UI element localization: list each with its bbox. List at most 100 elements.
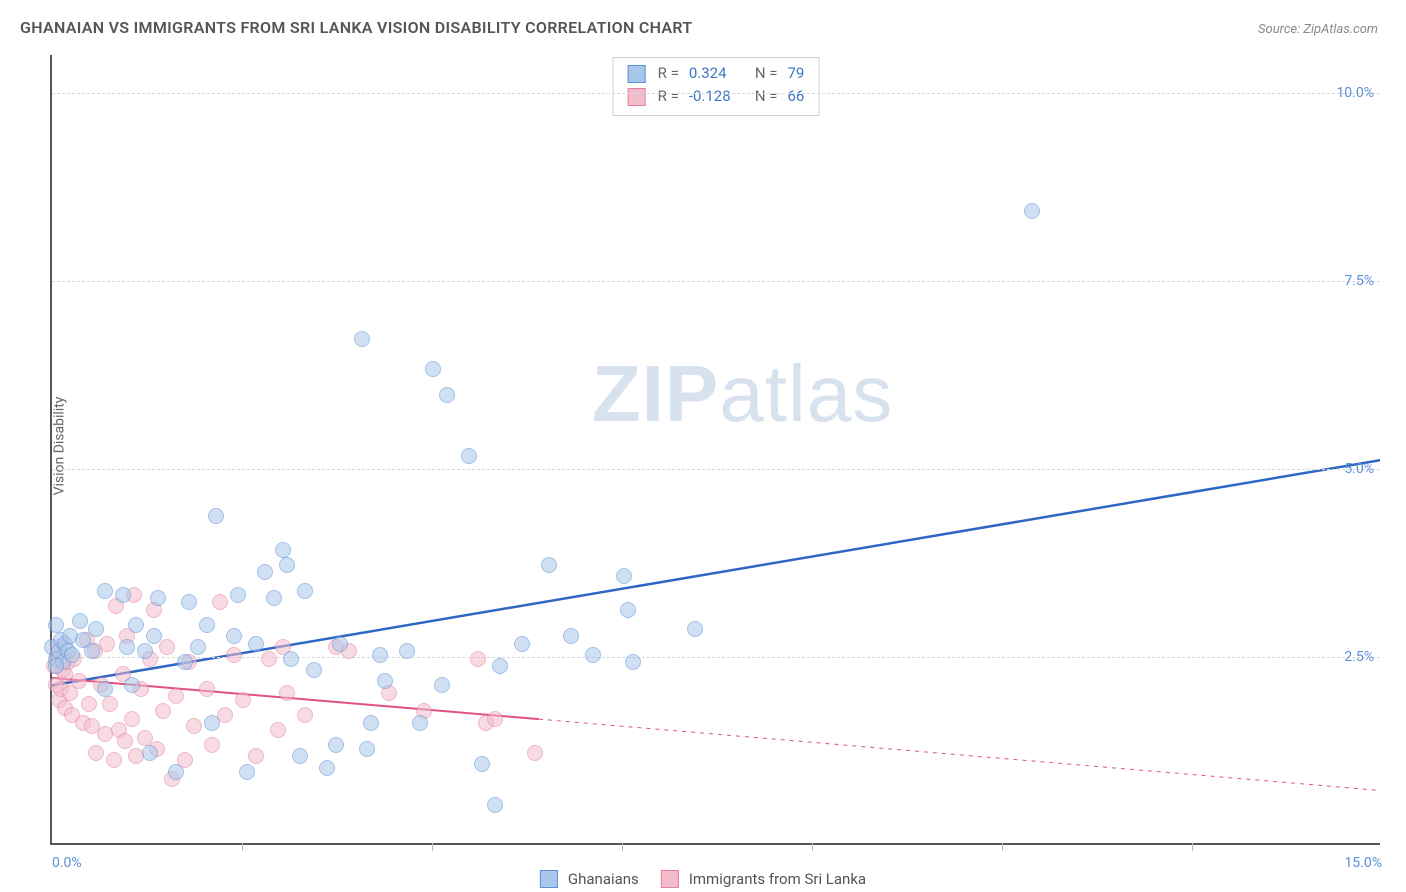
- scatter-point: [168, 764, 184, 780]
- scatter-point: [177, 654, 193, 670]
- x-tick: [622, 843, 623, 851]
- scatter-point: [81, 696, 97, 712]
- scatter-point: [142, 745, 158, 761]
- scatter-point: [514, 636, 530, 652]
- scatter-point: [181, 594, 197, 610]
- scatter-point: [159, 639, 175, 655]
- scatter-point: [115, 587, 131, 603]
- scatter-point: [306, 662, 322, 678]
- scatter-point: [585, 647, 601, 663]
- scatter-point: [625, 654, 641, 670]
- series-legend: Ghanaians Immigrants from Sri Lanka: [540, 870, 866, 888]
- trend-line: [52, 460, 1380, 685]
- watermark: ZIPatlas: [592, 348, 893, 440]
- scatter-point: [283, 651, 299, 667]
- scatter-point: [119, 639, 135, 655]
- scatter-point: [332, 636, 348, 652]
- r-value: -0.128: [689, 85, 745, 108]
- scatter-point: [275, 542, 291, 558]
- trend-lines: [52, 55, 1380, 843]
- scatter-point: [106, 752, 122, 768]
- x-tick: [1192, 843, 1193, 851]
- scatter-point: [235, 692, 251, 708]
- scatter-point: [239, 764, 255, 780]
- scatter-point: [99, 636, 115, 652]
- scatter-point: [266, 590, 282, 606]
- y-tick-label: 7.5%: [1344, 273, 1374, 289]
- scatter-point: [541, 557, 557, 573]
- scatter-point: [687, 621, 703, 637]
- scatter-point: [97, 681, 113, 697]
- gridline: [52, 657, 1380, 658]
- legend-label: Immigrants from Sri Lanka: [689, 870, 866, 888]
- scatter-point: [186, 718, 202, 734]
- n-label: N =: [755, 62, 778, 85]
- scatter-point: [97, 583, 113, 599]
- legend-swatch: [628, 65, 646, 83]
- y-tick-label: 10.0%: [1336, 85, 1374, 101]
- scatter-point: [88, 621, 104, 637]
- scatter-point: [372, 647, 388, 663]
- gridline: [52, 281, 1380, 282]
- scatter-point: [230, 587, 246, 603]
- scatter-point: [199, 681, 215, 697]
- scatter-point: [487, 711, 503, 727]
- chart-title: GHANAIAN VS IMMIGRANTS FROM SRI LANKA VI…: [20, 18, 692, 37]
- n-value: 66: [787, 85, 804, 108]
- x-tick: [812, 843, 813, 851]
- scatter-point: [292, 748, 308, 764]
- x-tick: [432, 843, 433, 851]
- scatter-point: [150, 590, 166, 606]
- legend-item: Ghanaians: [540, 870, 639, 888]
- scatter-point: [204, 737, 220, 753]
- scatter-point: [212, 594, 228, 610]
- legend-item: Immigrants from Sri Lanka: [661, 870, 866, 888]
- scatter-point: [363, 715, 379, 731]
- scatter-point: [155, 703, 171, 719]
- scatter-point: [168, 688, 184, 704]
- scatter-point: [190, 639, 206, 655]
- scatter-point: [354, 331, 370, 347]
- scatter-point: [204, 715, 220, 731]
- scatter-point: [359, 741, 375, 757]
- scatter-point: [474, 756, 490, 772]
- n-value: 79: [787, 62, 804, 85]
- x-tick-label: 15.0%: [1344, 855, 1382, 871]
- scatter-point: [84, 643, 100, 659]
- scatter-point: [64, 647, 80, 663]
- scatter-point: [124, 677, 140, 693]
- scatter-point: [297, 583, 313, 599]
- scatter-point: [425, 361, 441, 377]
- scatter-point: [48, 658, 64, 674]
- scatter-point: [128, 617, 144, 633]
- scatter-point: [470, 651, 486, 667]
- scatter-point: [226, 628, 242, 644]
- scatter-point: [117, 733, 133, 749]
- gridline: [52, 93, 1380, 94]
- scatter-point: [487, 797, 503, 813]
- scatter-point: [137, 643, 153, 659]
- gridline: [52, 469, 1380, 470]
- n-label: N =: [755, 85, 778, 108]
- scatter-point: [434, 677, 450, 693]
- scatter-point: [88, 745, 104, 761]
- scatter-point: [257, 564, 273, 580]
- legend-swatch: [540, 870, 558, 888]
- scatter-point: [226, 647, 242, 663]
- scatter-point: [208, 508, 224, 524]
- scatter-point: [248, 636, 264, 652]
- r-label: R =: [658, 62, 679, 85]
- scatter-point: [412, 715, 428, 731]
- scatter-point: [248, 748, 264, 764]
- scatter-point: [261, 651, 277, 667]
- r-label: R =: [658, 85, 679, 108]
- x-tick: [1002, 843, 1003, 851]
- scatter-point: [377, 673, 393, 689]
- scatter-point: [620, 602, 636, 618]
- scatter-point: [492, 658, 508, 674]
- scatter-point: [199, 617, 215, 633]
- scatter-point: [1024, 203, 1040, 219]
- scatter-point: [71, 673, 87, 689]
- scatter-point: [461, 448, 477, 464]
- scatter-point: [439, 387, 455, 403]
